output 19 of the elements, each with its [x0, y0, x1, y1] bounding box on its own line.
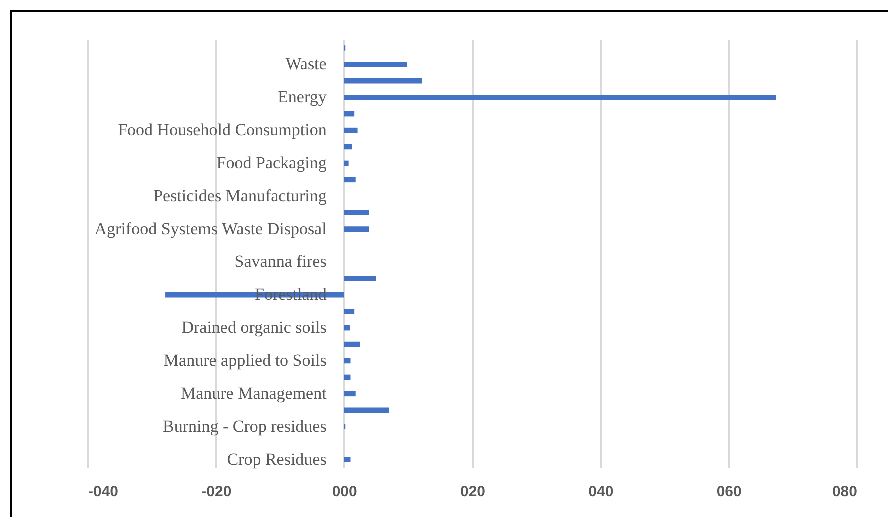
x-tick-label: 040 [588, 484, 614, 500]
x-tick-label: 000 [332, 484, 358, 500]
x-tick-label: -040 [88, 484, 119, 500]
y-tick-label: Crop Residues [227, 450, 327, 469]
x-tick-label: 080 [832, 484, 858, 500]
y-tick-label: Agrifood Systems Waste Disposal [94, 219, 328, 238]
y-tick-label: Drained organic soils [182, 318, 327, 338]
y-tick-label: Manure Management [180, 384, 328, 403]
y-tick-label: Food Household Consumption [118, 120, 328, 140]
y-tick-label: Manure applied to Soils [164, 351, 327, 370]
y-tick-label: Savanna fires [234, 252, 327, 272]
y-tick-label: Pesticides Manufacturing [154, 186, 328, 206]
y-tick-label: Waste [286, 54, 327, 74]
y-tick-label: Burning - Crop residues [162, 416, 327, 436]
x-tick-label: -020 [202, 484, 232, 500]
x-tick-label: 060 [716, 484, 742, 500]
y-tick-label: Food Packaging [216, 153, 328, 172]
y-tick-label: Energy [278, 88, 328, 107]
x-tick-label: 020 [460, 484, 486, 500]
